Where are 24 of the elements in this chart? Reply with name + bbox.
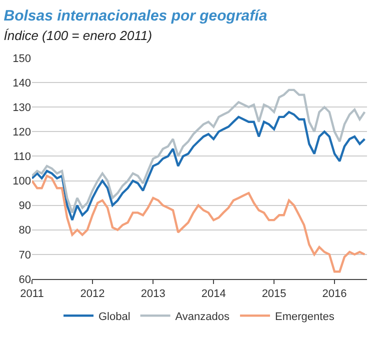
y-tick-label: 120	[12, 126, 31, 139]
y-tick-label: 90	[18, 200, 31, 212]
y-tick-label: 150	[12, 52, 31, 65]
x-tick-label: 2013	[140, 288, 166, 300]
x-tick-label: 2011	[20, 288, 44, 300]
line-series	[32, 110, 366, 222]
line-series	[32, 88, 366, 214]
legend-label: Global	[98, 310, 130, 323]
y-tick-label: 100	[12, 176, 31, 188]
y-tick-label: 70	[18, 249, 31, 262]
y-tick-label: 110	[13, 151, 31, 164]
legend-label: Avanzados	[175, 310, 230, 323]
y-tick-label: 140	[12, 77, 31, 90]
x-tick-label: 2016	[322, 288, 347, 300]
y-tick-label: 130	[12, 102, 31, 114]
chart-subtitle: Índice (100 = enero 2011)	[4, 28, 152, 43]
line-series	[32, 174, 366, 273]
legend-label: Emergentes	[275, 310, 335, 323]
x-tick-label: 2015	[262, 288, 286, 300]
y-tick-label: 80	[18, 224, 31, 237]
chart-title: Bolsas internacionales por geografía	[4, 7, 268, 24]
x-tick-label: 2012	[80, 288, 105, 300]
y-tick-label: 60	[18, 274, 31, 286]
x-tick-label: 2014	[201, 288, 226, 300]
